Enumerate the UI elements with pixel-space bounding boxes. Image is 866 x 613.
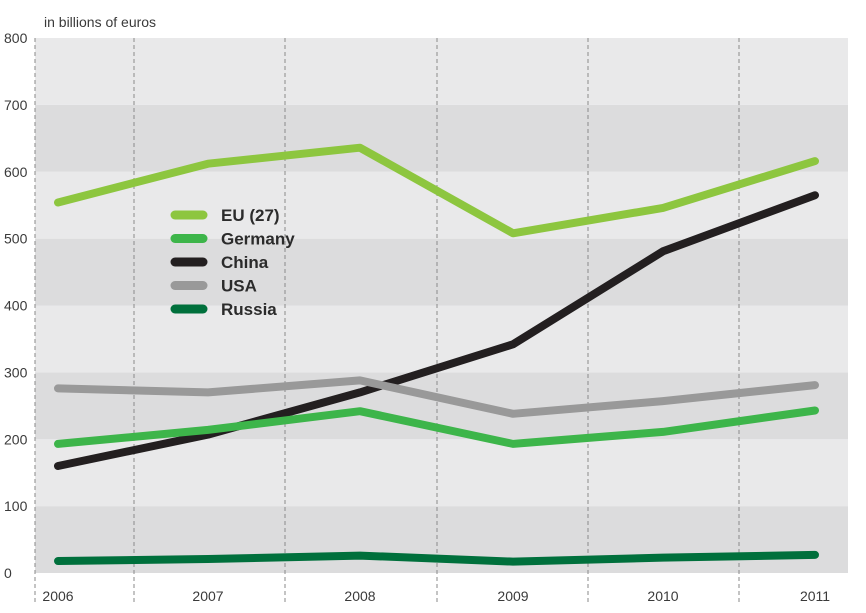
legend-item-eu-27: EU (27) (170, 206, 280, 225)
legend-label: EU (27) (221, 206, 280, 225)
band-1 (35, 439, 848, 507)
x-tick-label: 2011 (800, 588, 830, 604)
y-tick-label: 400 (4, 298, 28, 314)
y-tick-label: 100 (4, 498, 28, 514)
band-3 (35, 305, 848, 373)
y-tick-label: 800 (4, 30, 28, 46)
y-axis-ticks: 0 100 200 300 400 500 600 700 800 (4, 30, 28, 581)
band-5 (35, 171, 848, 239)
legend-item-germany: Germany (170, 230, 295, 249)
unit-label: in billions of euros (44, 14, 156, 30)
legend: EU (27) Germany China USA Russia (170, 206, 295, 319)
legend-item-russia: Russia (170, 300, 277, 319)
y-tick-label: 700 (4, 97, 28, 113)
legend-item-china: China (170, 253, 269, 272)
legend-label: Russia (221, 300, 277, 319)
y-tick-label: 600 (4, 164, 28, 180)
legend-label: USA (221, 277, 257, 296)
series-line-russia (54, 550, 819, 566)
y-tick-label: 300 (4, 364, 28, 380)
y-tick-label: 200 (4, 431, 28, 447)
x-tick-label: 2006 (42, 588, 73, 604)
series-line-eu-27 (54, 143, 819, 238)
band-4 (35, 238, 848, 306)
series-lines (54, 143, 819, 566)
x-tick-label: 2010 (647, 588, 678, 604)
background-bands (35, 38, 848, 573)
x-axis-ticks: 2006 2007 2008 2009 2010 2011 (42, 588, 830, 604)
band-6 (35, 104, 848, 172)
band-7 (35, 38, 848, 105)
series-line-usa (54, 376, 819, 418)
x-tick-label: 2008 (344, 588, 375, 604)
legend-item-usa: USA (170, 277, 257, 296)
legend-label: China (221, 253, 269, 272)
series-line-china (54, 191, 819, 470)
y-tick-label: 0 (4, 565, 12, 581)
series-line-germany (54, 406, 819, 448)
y-tick-label: 500 (4, 231, 28, 247)
vertical-gridlines (34, 38, 740, 603)
x-tick-label: 2007 (192, 588, 223, 604)
legend-label: Germany (221, 230, 295, 249)
x-tick-label: 2009 (497, 588, 528, 604)
